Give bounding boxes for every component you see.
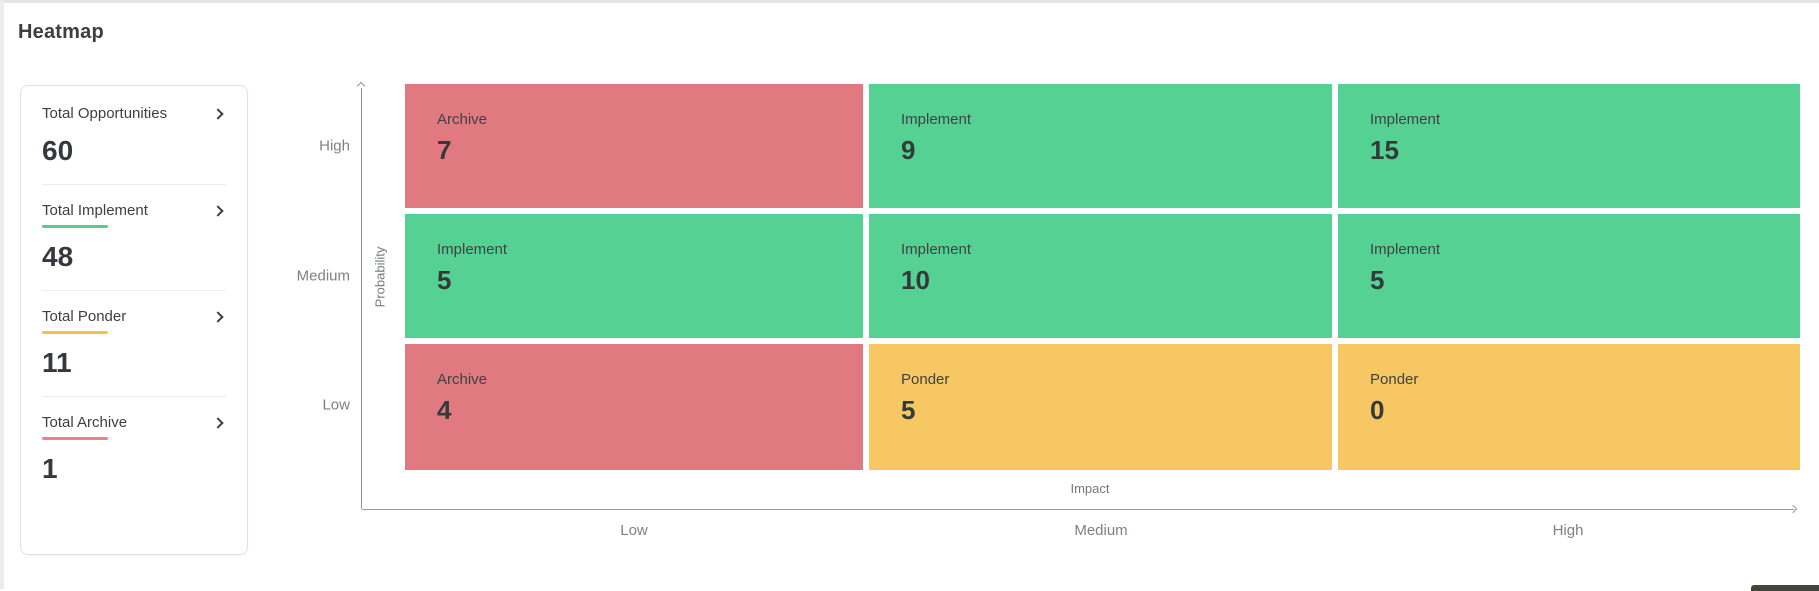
stat-value: 48 xyxy=(42,241,74,272)
stat-value: 60 xyxy=(42,135,74,166)
cell-label: Archive xyxy=(437,111,488,128)
y-axis-line xyxy=(361,88,362,509)
y-tick-low: Low xyxy=(322,396,350,414)
chevron-right-icon[interactable] xyxy=(212,416,224,429)
stat-total-ponder[interactable]: Total Ponder xyxy=(42,308,226,325)
x-axis-line xyxy=(362,509,1794,510)
cell-label: Ponder xyxy=(1370,371,1419,388)
x-axis-title: Impact xyxy=(1070,481,1110,496)
cell-label: Archive xyxy=(437,371,488,388)
chevron-right-icon[interactable] xyxy=(212,204,224,217)
divider xyxy=(42,184,226,185)
ponder-underline xyxy=(42,331,108,334)
stat-label: Total Ponder xyxy=(42,308,127,325)
x-axis-arrow-icon xyxy=(1788,504,1798,513)
x-tick-medium: Medium xyxy=(1074,522,1128,539)
cell-label: Ponder xyxy=(901,371,950,388)
heatmap-cell-high-high[interactable]: Implement 15 xyxy=(1338,84,1800,208)
cell-value: 9 xyxy=(901,135,916,165)
page-title: Heatmap xyxy=(18,21,104,43)
chevron-right-icon[interactable] xyxy=(212,310,224,323)
cell-label: Implement xyxy=(901,241,972,258)
stat-value: 11 xyxy=(42,347,72,378)
page-top-border xyxy=(0,0,1819,3)
heatmap-cell-medium-high[interactable]: Implement 5 xyxy=(1338,214,1800,338)
cell-value: 5 xyxy=(901,395,916,425)
heatmap-cell-medium-low[interactable]: Implement 5 xyxy=(405,214,863,338)
implement-underline xyxy=(42,225,108,228)
y-tick-high: High xyxy=(319,137,350,155)
cell-value: 4 xyxy=(437,395,452,425)
stat-total-archive[interactable]: Total Archive xyxy=(42,414,226,431)
stat-label: Total Implement xyxy=(42,202,148,219)
page-left-border xyxy=(0,0,4,589)
cell-value: 15 xyxy=(1370,135,1399,165)
heatmap-cell-low-low[interactable]: Archive 4 xyxy=(405,344,863,470)
chevron-right-icon[interactable] xyxy=(212,107,224,120)
stat-label: Total Opportunities xyxy=(42,105,168,122)
y-tick-medium: Medium xyxy=(296,267,350,285)
cell-value: 7 xyxy=(437,135,452,165)
cell-value: 10 xyxy=(901,265,930,295)
y-axis-arrow-icon xyxy=(356,81,366,91)
heatmap-cell-low-high[interactable]: Ponder 0 xyxy=(1338,344,1800,470)
heatmap-grid: Archive 7 Implement 9 Implement 15 Imple… xyxy=(405,84,1800,470)
cell-label: Implement xyxy=(437,241,508,258)
archive-underline xyxy=(42,437,108,440)
stat-value: 1 xyxy=(42,453,58,484)
heatmap-cell-medium-medium[interactable]: Implement 10 xyxy=(869,214,1332,338)
divider xyxy=(42,290,226,291)
heatmap-cell-low-medium[interactable]: Ponder 5 xyxy=(869,344,1332,470)
heatmap-cell-high-medium[interactable]: Implement 9 xyxy=(869,84,1332,208)
cell-label: Implement xyxy=(1370,111,1441,128)
y-axis-title: Probability xyxy=(372,246,388,308)
cell-value: 5 xyxy=(1370,265,1385,295)
partially-visible-element-below xyxy=(1751,585,1819,591)
x-tick-high: High xyxy=(1552,522,1584,539)
cell-label: Implement xyxy=(1370,241,1441,258)
divider xyxy=(42,396,226,397)
x-tick-low: Low xyxy=(620,522,648,539)
cell-value: 5 xyxy=(437,265,452,295)
stat-total-opportunities[interactable]: Total Opportunities xyxy=(42,105,226,122)
heatmap-cell-high-low[interactable]: Archive 7 xyxy=(405,84,863,208)
totals-summary-card: Total Opportunities 60 Total Implement 4… xyxy=(20,85,248,555)
cell-label: Implement xyxy=(901,111,972,128)
cell-value: 0 xyxy=(1370,395,1385,425)
stat-label: Total Archive xyxy=(42,414,128,431)
stat-total-implement[interactable]: Total Implement xyxy=(42,202,226,219)
